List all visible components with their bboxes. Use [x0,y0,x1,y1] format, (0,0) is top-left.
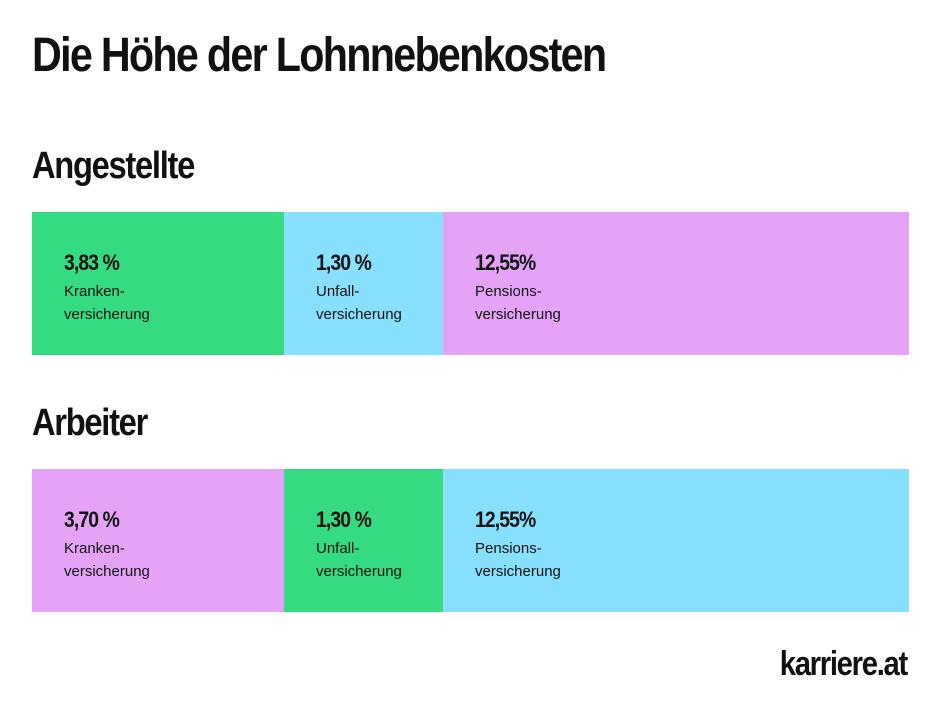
bar-segment-krankenversicherung: 3,70 % Kranken- versicherung [32,469,284,612]
bar-segment-pensionsversicherung: 12,55% Pensions- versicherung [443,469,909,612]
category-label: Pensions- versicherung [475,280,909,326]
stacked-bar-arbeiter: 3,70 % Kranken- versicherung 1,30 % Unfa… [32,469,909,612]
category-label-line: versicherung [475,306,561,323]
section-title-arbeiter: Arbeiter [32,402,148,444]
category-label: Kranken- versicherung [64,280,284,326]
category-label-line: Pensions- [475,540,542,557]
category-label-line: Pensions- [475,283,542,300]
category-label: Unfall- versicherung [316,537,443,583]
category-label-line: versicherung [316,306,402,323]
bar-segment-unfallversicherung: 1,30 % Unfall- versicherung [284,469,443,612]
value-label: 3,70 % [64,507,120,532]
brand-logo[interactable]: karriere.at [779,645,909,683]
value-label: 1,30 % [316,507,372,532]
bar-segment-unfallversicherung: 1,30 % Unfall- versicherung [284,212,443,355]
section-title-angestellte: Angestellte [32,145,195,187]
category-label-line: versicherung [64,306,150,323]
category-label: Pensions- versicherung [475,537,909,583]
category-label-line: versicherung [316,563,402,580]
category-label-line: Unfall- [316,540,360,557]
category-label: Kranken- versicherung [64,537,284,583]
stacked-bar-angestellte: 3,83 % Kranken- versicherung 1,30 % Unfa… [32,212,909,355]
page-title: Die Höhe der Lohnnebenkosten [32,29,607,82]
value-label: 3,83 % [64,250,120,275]
value-label: 12,55% [475,250,536,275]
category-label-line: Unfall- [316,283,360,300]
category-label-line: Kranken- [64,540,125,557]
category-label-line: versicherung [64,563,150,580]
category-label-line: Kranken- [64,283,125,300]
bar-segment-pensionsversicherung: 12,55% Pensions- versicherung [443,212,909,355]
category-label: Unfall- versicherung [316,280,443,326]
value-label: 1,30 % [316,250,372,275]
bar-segment-krankenversicherung: 3,83 % Kranken- versicherung [32,212,284,355]
category-label-line: versicherung [475,563,561,580]
value-label: 12,55% [475,507,536,532]
